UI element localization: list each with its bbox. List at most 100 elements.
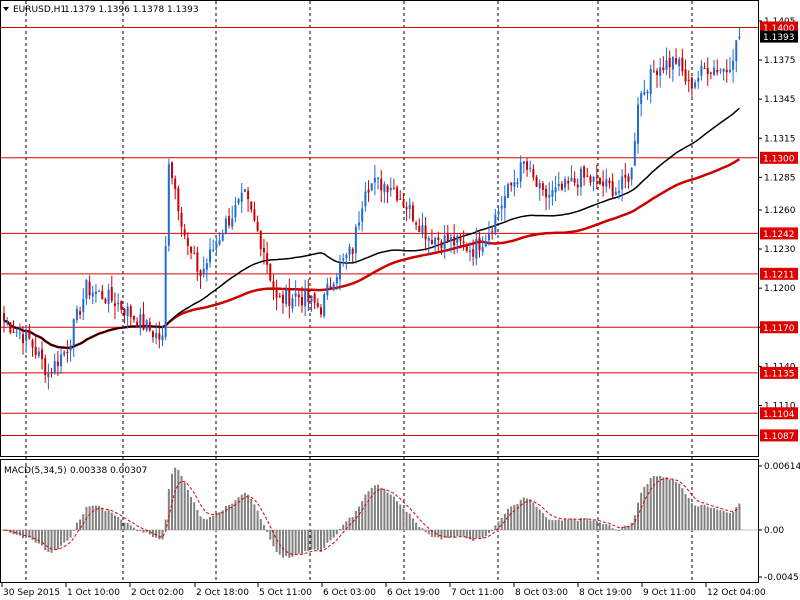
- macd-bar: [117, 516, 120, 530]
- candle: [256, 215, 259, 232]
- candle: [697, 70, 700, 90]
- macd-bar: [94, 505, 97, 530]
- candle: [522, 160, 525, 174]
- candle: [462, 230, 465, 251]
- candle: [228, 207, 231, 229]
- moving-average-lines: [3, 107, 741, 350]
- candle: [630, 167, 633, 186]
- candle: [190, 246, 193, 260]
- candle: [678, 56, 681, 77]
- macd-bar: [424, 530, 427, 533]
- macd-bar: [370, 487, 373, 530]
- candle: [186, 232, 189, 256]
- candle: [75, 305, 78, 324]
- price-level-badge-8: 1.1087: [760, 429, 798, 442]
- macd-bar: [377, 484, 380, 530]
- candle: [687, 70, 690, 93]
- candle: [735, 40, 738, 73]
- macd-bar: [148, 530, 151, 535]
- macd-bar: [728, 513, 731, 530]
- macd-bar: [706, 506, 709, 530]
- candle: [269, 263, 272, 283]
- time-tick-label: 6 Oct 03:00: [323, 588, 376, 598]
- candle: [659, 58, 662, 88]
- candle: [513, 169, 516, 197]
- macd-bar: [120, 519, 123, 530]
- macd-bar: [621, 527, 624, 530]
- candle: [199, 269, 202, 289]
- macd-bar: [656, 476, 659, 530]
- macd-bar: [598, 522, 601, 530]
- candle: [396, 185, 399, 203]
- macd-bar: [694, 505, 697, 530]
- macd-bar: [345, 521, 348, 530]
- dropdown-triangle-icon[interactable]: [3, 7, 9, 11]
- main-plot-frame: [0, 0, 759, 457]
- candle: [72, 318, 75, 358]
- macd-bar: [557, 519, 560, 530]
- candle: [215, 236, 218, 257]
- candle: [427, 235, 430, 254]
- candle: [541, 180, 544, 197]
- candle: [25, 325, 28, 354]
- macd-title: MACD(5,34,5): [4, 466, 67, 476]
- price-level-lines[interactable]: [1, 26, 758, 436]
- candle: [446, 224, 449, 244]
- macd-bar: [671, 479, 674, 530]
- macd-bar: [662, 477, 665, 530]
- candle: [132, 315, 135, 323]
- candle: [617, 179, 620, 200]
- macd-bar: [199, 516, 202, 530]
- candle: [123, 308, 126, 324]
- candle: [538, 179, 541, 201]
- macd-bar: [323, 530, 326, 548]
- candle: [243, 189, 246, 193]
- candle: [424, 216, 427, 251]
- candle: [12, 320, 15, 334]
- candle: [532, 164, 535, 181]
- macd-bar: [339, 528, 342, 530]
- macd-bar: [88, 506, 91, 530]
- macd-bar: [123, 522, 126, 530]
- candle: [250, 201, 253, 213]
- macd-bar: [358, 506, 361, 530]
- candle: [262, 238, 265, 265]
- time-tick-label: 6 Oct 19:00: [387, 588, 440, 598]
- candle: [700, 59, 703, 81]
- candle: [354, 224, 357, 264]
- macd-bar: [53, 530, 56, 551]
- macd-bar: [380, 487, 383, 530]
- candle: [345, 252, 348, 270]
- price-tick-label: 1.1315: [764, 134, 796, 144]
- candle: [44, 354, 47, 383]
- macd-bar: [136, 530, 139, 531]
- candle: [177, 185, 180, 221]
- macd-bar: [614, 529, 617, 531]
- time-tick-label: 8 Oct 19:00: [579, 588, 632, 598]
- candle: [104, 297, 107, 305]
- candle: [389, 177, 392, 197]
- chart-header: EURUSD,H1 1.1379 1.1396 1.1378 1.1393: [3, 5, 199, 15]
- candle: [646, 89, 649, 100]
- price-level-value: 1.1300: [763, 154, 795, 164]
- candle: [440, 239, 443, 255]
- macd-bar: [275, 530, 278, 552]
- price-tick-label: 1.1230: [764, 245, 796, 255]
- candle: [643, 79, 646, 96]
- macd-bar: [41, 530, 44, 546]
- macd-bar: [285, 530, 288, 556]
- macd-bar: [522, 497, 525, 530]
- candle: [18, 323, 21, 340]
- candle: [332, 281, 335, 292]
- macd-bar: [687, 498, 690, 530]
- macd-bar: [247, 494, 250, 530]
- macd-bar: [690, 503, 693, 530]
- price-level-badge-3: 1.1242: [760, 227, 798, 240]
- price-level-badge-5: 1.1170: [760, 321, 798, 334]
- time-tick-label: 2 Oct 18:00: [196, 588, 249, 598]
- candle: [164, 236, 167, 341]
- candle: [101, 284, 104, 300]
- candle: [684, 59, 687, 85]
- candle: [53, 353, 56, 375]
